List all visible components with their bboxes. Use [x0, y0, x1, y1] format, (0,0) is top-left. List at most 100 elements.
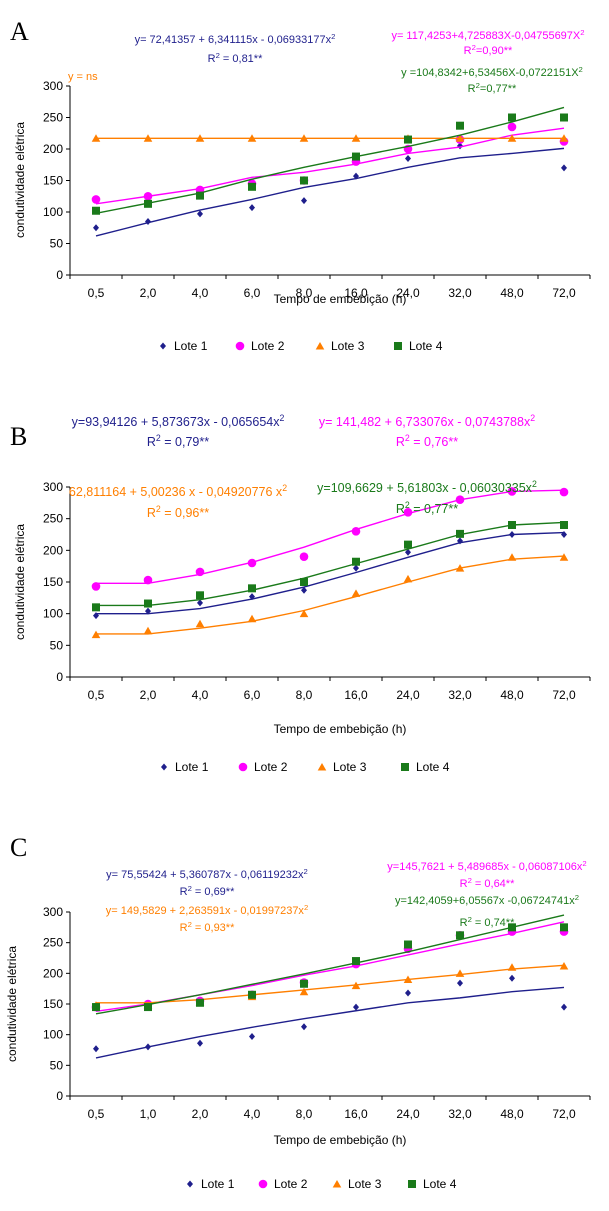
trend-line	[96, 521, 565, 607]
data-point	[299, 609, 309, 618]
legend-marker	[161, 763, 167, 771]
data-point	[456, 931, 464, 940]
x-tick-label: 4,0	[192, 286, 209, 300]
data-point	[299, 552, 309, 561]
legend-marker	[235, 341, 245, 351]
data-point	[196, 591, 204, 600]
x-tick-label: 4,0	[244, 1107, 261, 1121]
data-point	[249, 1033, 255, 1041]
data-point	[143, 134, 153, 142]
legend-marker	[258, 1179, 268, 1189]
y-tick-label: 200	[43, 543, 63, 557]
legend-label: Lote 4	[423, 1177, 457, 1191]
data-point	[93, 224, 99, 232]
legend-marker	[401, 763, 409, 771]
y-tick-label: 50	[50, 1058, 64, 1072]
data-point	[247, 134, 257, 142]
y-tick-label: 150	[43, 174, 63, 188]
x-tick-label: 24,0	[396, 1107, 420, 1121]
y-tick-label: 200	[43, 142, 63, 156]
data-point	[195, 567, 205, 577]
data-point	[351, 589, 361, 597]
series-lote-1	[93, 974, 567, 1059]
data-point	[559, 134, 569, 142]
data-point	[249, 204, 255, 212]
data-point	[560, 521, 568, 529]
y-tick-label: 100	[43, 607, 63, 621]
chart-panel-B: B 0 50 100 150 200 250 300 0,5 2,0 4,0 6,0 8,0 16,0 24…	[10, 413, 591, 774]
x-tick-label: 6,0	[244, 688, 261, 702]
data-point	[508, 923, 516, 932]
data-point	[300, 578, 308, 586]
y-tick-label: 250	[43, 111, 63, 125]
regression-equation: y=109,6629 + 5,61803x - 0,06030335x2	[317, 479, 537, 495]
regression-equation: y = ns	[68, 71, 98, 83]
series-lote-4	[92, 106, 568, 215]
data-point	[143, 191, 153, 201]
legend: Lote 1 Lote 2 Lote 3 Lote 4	[160, 339, 443, 353]
legend-marker	[408, 1180, 416, 1188]
trend-line	[96, 555, 565, 635]
x-tick-label: 32,0	[448, 1107, 472, 1121]
data-point	[509, 974, 515, 982]
trend-line	[95, 986, 565, 1059]
series-lote-3	[91, 553, 569, 639]
data-point	[351, 981, 361, 990]
series-lote-4	[92, 914, 568, 1015]
trend-line	[95, 914, 565, 1015]
legend-marker	[332, 1180, 342, 1188]
x-tick-label: 16,0	[344, 688, 368, 702]
trend-line	[95, 147, 565, 237]
data-point	[560, 113, 568, 122]
x-tick-label: 0,5	[88, 688, 105, 702]
data-point	[455, 969, 465, 977]
x-tick-label: 32,0	[448, 286, 472, 300]
y-tick-label: 0	[56, 670, 63, 684]
data-point	[351, 527, 361, 536]
data-point	[404, 940, 412, 949]
x-tick-label: 8,0	[296, 1107, 313, 1121]
regression-equation: R2 = 0,96**	[147, 504, 209, 520]
y-tick-label: 200	[43, 966, 63, 980]
data-point	[455, 134, 465, 142]
y-tick-label: 250	[43, 936, 63, 950]
regression-equation: y= 72,41357 + 6,341115x - 0,06933177x2	[135, 32, 336, 47]
data-point	[144, 1003, 152, 1012]
data-point	[559, 487, 569, 497]
data-point	[353, 172, 359, 180]
x-tick-label: 2,0	[140, 688, 157, 702]
legend-label: Lote 2	[251, 339, 285, 353]
legend-marker	[315, 342, 325, 350]
regression-equation: y =104,8342+6,53456X-0,0722151X2	[401, 65, 583, 80]
legend: Lote 1 Lote 2 Lote 3 Lote 4	[187, 1177, 457, 1191]
x-tick-label: 8,0	[296, 688, 313, 702]
trend-line	[95, 127, 565, 205]
data-point	[300, 176, 308, 185]
x-tick-label: 2,0	[192, 1107, 209, 1121]
data-point	[405, 548, 411, 556]
data-point	[561, 1003, 567, 1011]
data-point	[197, 599, 203, 607]
legend-marker	[160, 342, 166, 350]
data-point	[507, 553, 517, 561]
regression-equation: R2 = 0,77**	[396, 500, 458, 516]
x-tick-label: 72,0	[552, 1107, 576, 1121]
legend-label: Lote 1	[174, 339, 208, 353]
data-point	[561, 164, 567, 172]
data-point	[91, 582, 101, 591]
data-point	[455, 495, 465, 504]
legend-label: Lote 4	[409, 339, 443, 353]
data-point	[299, 987, 309, 996]
y-tick-label: 50	[50, 638, 64, 652]
regression-equation: y= 149,5829 + 2,263591x - 0,01997237x2	[106, 903, 308, 918]
y-tick-label: 250	[43, 512, 63, 526]
x-tick-label: 6,0	[244, 286, 261, 300]
data-point	[145, 217, 151, 225]
data-point	[195, 134, 205, 142]
x-tick-label: 48,0	[500, 688, 524, 702]
y-tick-label: 100	[43, 1028, 63, 1042]
data-point	[247, 558, 257, 568]
legend-label: Lote 1	[201, 1177, 235, 1191]
data-point	[143, 575, 153, 585]
